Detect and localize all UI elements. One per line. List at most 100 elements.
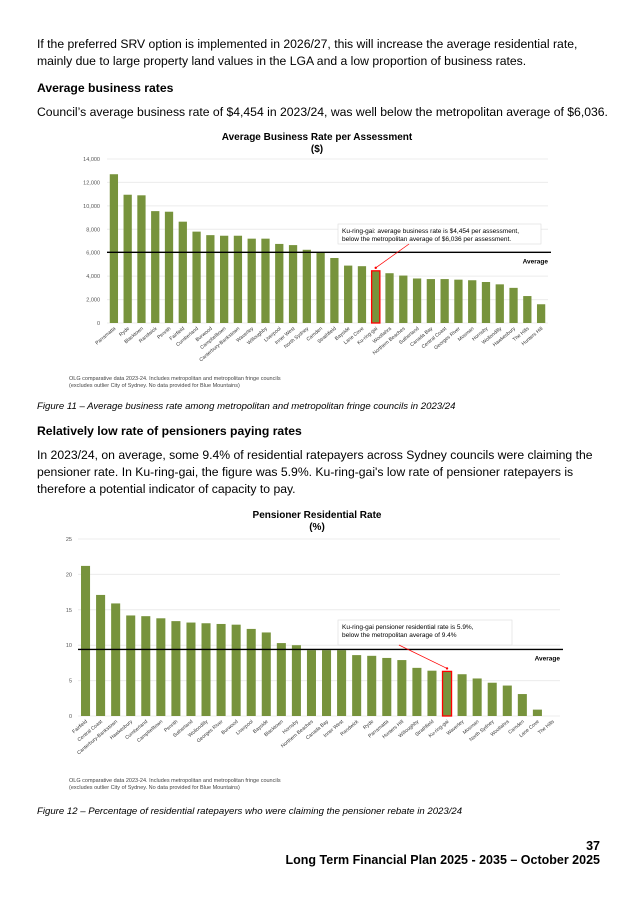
annotation-box [337,619,513,646]
chart-subtitle: ($) [311,144,323,155]
bar-willoughby [261,238,270,323]
x-tick-label: Waverley [446,719,466,737]
x-tick-label: Liverpool [235,719,254,737]
y-tick-label: 12,000 [83,180,100,186]
bar-penrith [171,621,181,716]
bar-north-sydney [302,249,311,323]
bar-wollondilly [495,284,504,323]
annotation-text: below the metropolitan average of $6,036… [342,236,511,243]
average-label: Average [535,655,561,662]
chart-note: (excludes outlier City of Sydney. No dat… [69,383,240,389]
y-tick-label: 2,000 [86,298,100,304]
bar-campbelltown [220,235,229,323]
bar-hawkesbury [509,287,518,323]
bar-canada-bay [322,650,332,716]
y-tick-label: 6,000 [86,251,100,257]
bar-canterbury-bankstown [233,235,243,323]
bar-campbelltown [156,618,166,716]
x-tick-label: The Hills [537,719,556,736]
section-heading-pensioners: Relatively low rate of pensioners paying… [37,424,302,438]
bar-waverley [457,674,467,716]
y-tick-label: 15 [66,608,72,614]
y-tick-label: 10,000 [83,204,100,210]
bar-north-sydney [487,682,497,716]
bar-fairfield [81,565,91,716]
page-number: 37 [586,839,600,853]
bar-camden [316,252,325,323]
bar-woollahra [502,685,512,716]
y-tick-label: 20 [66,572,72,578]
bar-mosman [468,280,477,323]
bar-liverpool [275,243,284,323]
bar-sutherland [412,278,422,323]
bar-randwick [151,211,160,323]
bar-georges-river [454,279,463,323]
bar-liverpool [246,628,256,716]
bar-northern-beaches [306,650,316,716]
bar-sutherland [186,622,196,716]
chart-note: (excludes outlier City of Sydney. No dat… [69,785,240,791]
chart-title: Average Business Rate per Assessment [222,132,413,143]
bar-woollahra [385,273,394,323]
y-tick-label: 4,000 [86,274,100,280]
bar-canterbury-bankstown [111,603,121,716]
bar-central-coast [440,279,449,323]
bar-penrith [164,211,174,323]
bar-hornsby [291,645,301,716]
bar-the-hills [523,296,532,323]
y-tick-label: 10 [66,643,72,649]
bar-burwood [206,235,215,323]
bar-hunters-hill [397,660,407,716]
bar-strathfield [427,670,437,716]
annotation-text: Ku-ring-gai pensioner residential rate i… [342,624,474,631]
bar-fairfield [178,221,187,323]
figure-11-caption: Figure 11 – Average business rate among … [37,401,456,412]
annotation-arrow [375,243,410,269]
bar-northern-beaches [399,275,408,323]
intro-paragraph: If the preferred SRV option is implement… [37,37,578,68]
bar-camden [517,694,527,716]
bar-inner-west [288,245,298,323]
bar-randwick [352,655,362,716]
bar-central-coast [96,594,106,716]
chart-subtitle: (%) [309,522,325,533]
bar-canada-bay [426,279,435,323]
bar-wollondilly [201,623,211,716]
arrow-head [374,266,377,270]
bar-georges-river [216,623,226,716]
bar-parramatta [109,174,119,323]
bar-cumberland [192,231,201,323]
bar-ryde [123,194,132,323]
y-tick-label: 0 [97,321,100,327]
pensioners-paragraph: In 2023/24, on average, some 9.4% of res… [37,448,593,496]
average-label: Average [523,258,549,265]
annotation-text: Ku-ring-gai: average business rate is $4… [342,228,519,235]
y-tick-label: 8,000 [86,227,100,233]
footer-title: Long Term Financial Plan 2025 - 2035 – O… [285,853,600,867]
y-tick-label: 5 [69,679,72,685]
bar-parramatta [382,657,392,716]
chart-title: Pensioner Residential Rate [253,510,382,521]
bar-cumberland [141,616,151,716]
bar-willoughby [412,667,422,716]
bar-waverley [247,238,256,323]
chart-note: OLG comparative data 2023-24. Includes m… [69,376,281,382]
annotation-box [337,223,542,245]
bar-strathfield [330,257,339,323]
bar-hornsby [481,282,491,323]
business-rates-paragraph: Council’s average business rate of $4,45… [37,105,608,119]
bar-hunters-hill [536,304,546,323]
bar-ku-ring-gai [370,270,381,324]
y-tick-label: 25 [66,537,72,543]
bar-ku-ring-gai [441,670,453,717]
annotation-arrow [398,644,448,669]
bar-hawkesbury [126,615,136,716]
bar-ryde [367,655,377,716]
chart-note: OLG comparative data 2023-24. Includes m… [69,778,281,784]
bar-blacktown [276,643,286,716]
bar-mosman [472,678,482,716]
bar-bayside [344,265,353,323]
